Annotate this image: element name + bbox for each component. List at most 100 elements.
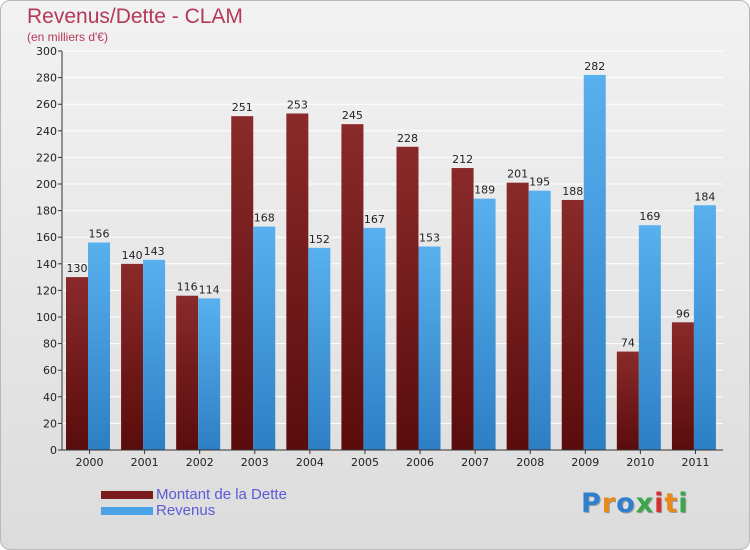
y-tick-label-80: 80 <box>43 338 57 351</box>
y-axis: 0 20 40 60 80 100 120 140 160 180 200 220 240 260 280 3… <box>36 45 63 457</box>
y-tick-label-280: 280 <box>36 72 57 85</box>
value-label-dette-2001: 140 <box>122 249 143 262</box>
y-tick-label-220: 220 <box>36 151 57 164</box>
bar-dette-2004 <box>286 113 309 450</box>
value-label-revenus-2004: 152 <box>309 233 330 246</box>
value-label-dette-2000: 130 <box>67 262 88 275</box>
bar-revenus-2007 <box>473 198 496 450</box>
x-tick-label-2008: 2008 <box>516 456 544 469</box>
value-label-dette-2004: 253 <box>287 99 308 112</box>
y-tick-label-40: 40 <box>43 391 57 404</box>
bar-revenus-2005 <box>363 227 386 450</box>
y-tick-label-140: 140 <box>36 258 57 271</box>
x-tick-label-2003: 2003 <box>241 456 269 469</box>
chart-title: Revenus/Dette - CLAM <box>27 5 243 28</box>
value-label-revenus-2003: 168 <box>254 212 275 225</box>
legend-label-dette: Montant de la Dette <box>156 486 287 503</box>
bar-dette-2007 <box>451 168 474 451</box>
bar-dette-2009 <box>561 199 584 450</box>
value-label-dette-2011: 96 <box>676 307 690 320</box>
x-tick-label-2007: 2007 <box>461 456 489 469</box>
value-label-revenus-2008: 195 <box>529 176 550 189</box>
value-label-revenus-2009: 282 <box>584 60 605 73</box>
value-label-dette-2008: 201 <box>507 168 528 181</box>
y-tick-label-20: 20 <box>43 417 57 430</box>
bar-dette-2003 <box>231 116 254 451</box>
bar-revenus-2000 <box>88 242 110 450</box>
value-label-revenus-2011: 184 <box>694 190 715 203</box>
x-tick-label-2001: 2001 <box>131 456 159 469</box>
bar-dette-2005 <box>341 124 364 451</box>
y-tick-label-120: 120 <box>36 284 57 297</box>
legend-item-revenus: Revenus <box>101 503 287 519</box>
y-tick-label-180: 180 <box>36 205 57 218</box>
value-label-dette-2002: 116 <box>177 281 198 294</box>
bar-revenus-2011 <box>693 205 716 450</box>
grid-lines <box>62 50 723 451</box>
bar-revenus-2008 <box>528 190 551 450</box>
x-axis: 2000 2001 2002 2003 2004 2005 2006 2007 2008 2009… <box>62 449 723 469</box>
bars <box>66 74 716 451</box>
x-tick-label-2011: 2011 <box>681 456 709 469</box>
value-label-dette-2006: 228 <box>397 132 418 145</box>
value-label-dette-2005: 245 <box>342 109 363 122</box>
bar-revenus-2001 <box>143 259 166 450</box>
logo-letter: t <box>664 488 679 519</box>
value-labels: 130 156 140 143 116 114 251 168 253 152 245 167 228 1… <box>67 60 716 350</box>
y-tick-label-0: 0 <box>50 444 57 457</box>
logo-letter: P <box>581 488 602 519</box>
value-label-revenus-2010: 169 <box>639 210 660 223</box>
value-label-revenus-2002: 114 <box>199 283 220 296</box>
x-tick-label-2002: 2002 <box>186 456 214 469</box>
y-tick-label-100: 100 <box>36 311 57 324</box>
value-label-dette-2003: 251 <box>232 101 253 114</box>
bar-revenus-2010 <box>638 225 661 450</box>
logo-letter: i <box>654 488 665 519</box>
bar-revenus-2003 <box>253 226 276 450</box>
chart-subtitle: (en milliers d'€) <box>27 30 108 44</box>
x-tick-label-2000: 2000 <box>76 456 104 469</box>
bar-revenus-2009 <box>583 74 606 450</box>
value-label-revenus-2007: 189 <box>474 184 495 197</box>
x-tick-label-2009: 2009 <box>571 456 599 469</box>
value-label-dette-2009: 188 <box>562 185 583 198</box>
x-tick-label-2004: 2004 <box>296 456 324 469</box>
bar-revenus-2006 <box>418 246 441 450</box>
logo-letter: x <box>635 488 655 519</box>
bar-dette-2010 <box>616 351 639 450</box>
y-tick-label-160: 160 <box>36 231 57 244</box>
legend-label-revenus: Revenus <box>156 502 216 519</box>
value-label-revenus-2005: 167 <box>364 213 385 226</box>
y-tick-label-260: 260 <box>36 98 57 111</box>
legend: Montant de la Dette Revenus <box>101 487 287 519</box>
bar-revenus-2002 <box>198 298 221 450</box>
legend-swatch-revenus <box>101 507 153 515</box>
bar-dette-2002 <box>176 295 199 450</box>
value-label-revenus-2000: 156 <box>89 228 110 241</box>
legend-swatch-dette <box>101 491 153 499</box>
value-label-revenus-2006: 153 <box>419 232 440 245</box>
value-label-revenus-2001: 143 <box>144 245 165 258</box>
proxiti-logo: Proxiti <box>581 488 689 519</box>
bar-dette-2011 <box>671 322 694 450</box>
y-tick-label-300: 300 <box>36 45 57 58</box>
logo-letter: r <box>601 488 617 519</box>
bar-dette-2008 <box>506 182 529 451</box>
bar-revenus-2004 <box>308 247 331 450</box>
logo-letter: i <box>678 488 689 519</box>
value-label-dette-2007: 212 <box>452 153 473 166</box>
bar-dette-2006 <box>396 146 419 450</box>
x-tick-label-2010: 2010 <box>626 456 654 469</box>
x-tick-label-2005: 2005 <box>351 456 379 469</box>
value-label-dette-2010: 74 <box>621 337 635 350</box>
bar-dette-2000 <box>66 277 88 450</box>
logo-letter: o <box>616 488 636 519</box>
y-tick-label-240: 240 <box>36 125 57 138</box>
x-tick-label-2006: 2006 <box>406 456 434 469</box>
legend-item-dette: Montant de la Dette <box>101 487 287 503</box>
y-tick-label-200: 200 <box>36 178 57 191</box>
y-tick-label-60: 60 <box>43 364 57 377</box>
bar-dette-2001 <box>121 263 144 450</box>
